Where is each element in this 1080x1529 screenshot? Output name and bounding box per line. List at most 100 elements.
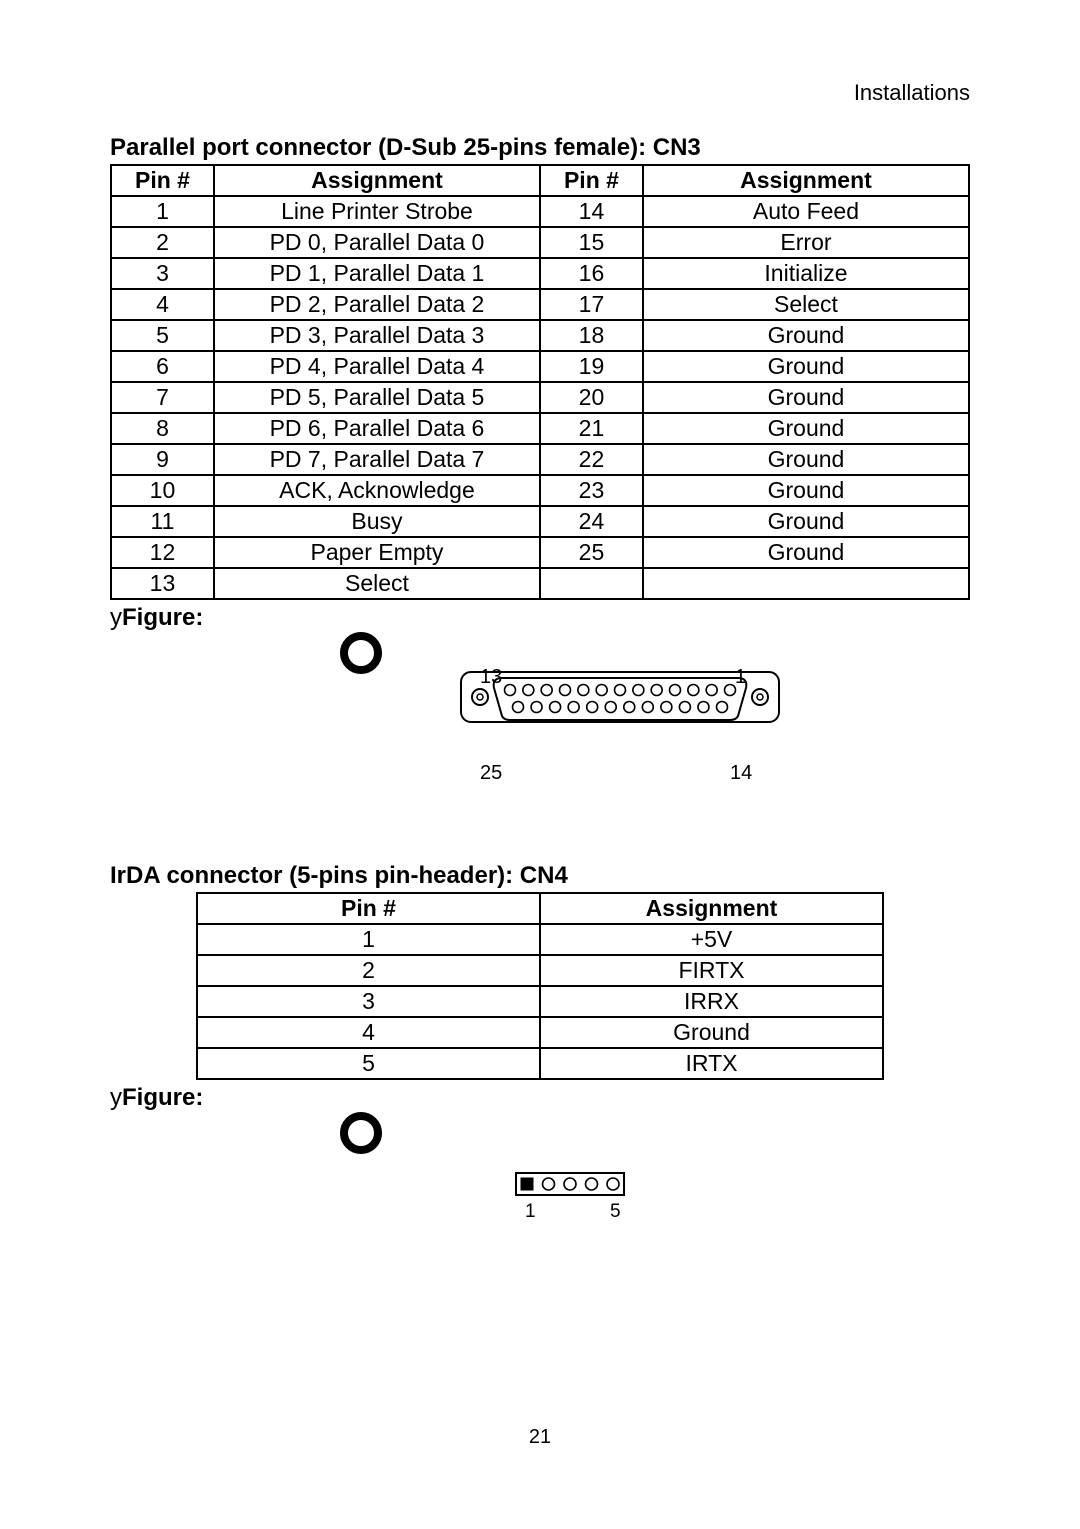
table-cell: 15	[540, 227, 643, 258]
table-row: 4PD 2, Parallel Data 217Select	[111, 289, 969, 320]
table-row: 11Busy24Ground	[111, 506, 969, 537]
table-cell: 8	[111, 413, 214, 444]
parallel-port-table: Pin # Assignment Pin # Assignment 1Line …	[110, 164, 970, 600]
table-cell: PD 1, Parallel Data 1	[214, 258, 540, 289]
table-row: 12Paper Empty25Ground	[111, 537, 969, 568]
table-cell: Error	[643, 227, 969, 258]
table-cell: Ground	[643, 537, 969, 568]
table-row: 4Ground	[197, 1017, 883, 1048]
table-cell	[540, 568, 643, 599]
pin-label-1: 1	[525, 1201, 536, 1222]
table-cell: Ground	[643, 320, 969, 351]
table-cell: Ground	[643, 382, 969, 413]
col-header: Pin #	[197, 893, 540, 924]
table-cell: 1	[197, 924, 540, 955]
table-cell: 19	[540, 351, 643, 382]
dsub25-diagram	[460, 662, 780, 732]
table-cell: 23	[540, 475, 643, 506]
table-cell: PD 7, Parallel Data 7	[214, 444, 540, 475]
table-cell: 3	[197, 986, 540, 1017]
table-cell: Auto Feed	[643, 196, 969, 227]
table-cell: Select	[214, 568, 540, 599]
table-row: 10ACK, Acknowledge23Ground	[111, 475, 969, 506]
table-cell: IRRX	[540, 986, 883, 1017]
table-row: 3IRRX	[197, 986, 883, 1017]
table-cell: Ground	[540, 1017, 883, 1048]
table-cell: Ground	[643, 475, 969, 506]
table-cell: IRTX	[540, 1048, 883, 1079]
table-cell: 17	[540, 289, 643, 320]
figure2-zone: 1 5	[110, 1112, 970, 1292]
table-cell: 9	[111, 444, 214, 475]
table-row: 1+5V	[197, 924, 883, 955]
table-row: 8PD 6, Parallel Data 621Ground	[111, 413, 969, 444]
table-cell: Initialize	[643, 258, 969, 289]
table-cell: 18	[540, 320, 643, 351]
table-cell: Ground	[643, 413, 969, 444]
figure2-label: yFigure:	[110, 1084, 970, 1112]
table-cell: Line Printer Strobe	[214, 196, 540, 227]
table-row: 5IRTX	[197, 1048, 883, 1079]
table-cell: 24	[540, 506, 643, 537]
table-cell: 5	[197, 1048, 540, 1079]
table-row: 6PD 4, Parallel Data 419Ground	[111, 351, 969, 382]
table-row: 9PD 7, Parallel Data 722Ground	[111, 444, 969, 475]
table-cell: 3	[111, 258, 214, 289]
table-row: 7PD 5, Parallel Data 520Ground	[111, 382, 969, 413]
table-cell: 21	[540, 413, 643, 444]
table-row: 13Select	[111, 568, 969, 599]
table-cell: 10	[111, 475, 214, 506]
table-row: 2PD 0, Parallel Data 015Error	[111, 227, 969, 258]
table-cell: Ground	[643, 351, 969, 382]
figure1-label: yFigure:	[110, 604, 970, 632]
page-number: 21	[0, 1426, 1080, 1449]
table2-title: IrDA connector (5-pins pin-header): CN4	[110, 862, 970, 890]
table-cell: Paper Empty	[214, 537, 540, 568]
table-cell: 13	[111, 568, 214, 599]
table-cell: 4	[111, 289, 214, 320]
table-cell: Select	[643, 289, 969, 320]
table1-title: Parallel port connector (D-Sub 25-pins f…	[110, 134, 970, 162]
pin-label-5: 5	[610, 1201, 621, 1222]
table-cell: Ground	[643, 444, 969, 475]
table-cell: PD 0, Parallel Data 0	[214, 227, 540, 258]
table-cell: PD 2, Parallel Data 2	[214, 289, 540, 320]
table-cell: PD 5, Parallel Data 5	[214, 382, 540, 413]
table-cell: 12	[111, 537, 214, 568]
table-cell: 22	[540, 444, 643, 475]
table-cell: PD 3, Parallel Data 3	[214, 320, 540, 351]
pin-header-5-diagram: 1 5	[515, 1172, 635, 1232]
col-header: Assignment	[643, 165, 969, 196]
table-cell: Busy	[214, 506, 540, 537]
table-cell: +5V	[540, 924, 883, 955]
col-header: Assignment	[540, 893, 883, 924]
table-cell: PD 4, Parallel Data 4	[214, 351, 540, 382]
table-cell: Ground	[643, 506, 969, 537]
figure-bullet-icon: y	[110, 1084, 122, 1111]
table-cell: 1	[111, 196, 214, 227]
table-cell: ACK, Acknowledge	[214, 475, 540, 506]
header-section: Installations	[110, 80, 970, 106]
table-cell: 20	[540, 382, 643, 413]
table-row: 5PD 3, Parallel Data 318Ground	[111, 320, 969, 351]
pin-label-25: 25	[480, 762, 502, 785]
table-row: 2FIRTX	[197, 955, 883, 986]
table-cell: 25	[540, 537, 643, 568]
ring-icon	[340, 1112, 382, 1154]
col-header: Pin #	[540, 165, 643, 196]
table-cell: FIRTX	[540, 955, 883, 986]
pin-label-14: 14	[730, 762, 752, 785]
table-cell: 6	[111, 351, 214, 382]
table-row: 3PD 1, Parallel Data 116Initialize	[111, 258, 969, 289]
table-cell: 16	[540, 258, 643, 289]
col-header: Pin #	[111, 165, 214, 196]
col-header: Assignment	[214, 165, 540, 196]
figure1-zone: 13 1 25 14	[110, 632, 970, 862]
figure-bullet-icon: y	[110, 604, 122, 631]
table-cell: 2	[111, 227, 214, 258]
table-row: 1Line Printer Strobe14Auto Feed	[111, 196, 969, 227]
table-cell: 14	[540, 196, 643, 227]
table-cell: 7	[111, 382, 214, 413]
table-cell: PD 6, Parallel Data 6	[214, 413, 540, 444]
table-cell: 4	[197, 1017, 540, 1048]
